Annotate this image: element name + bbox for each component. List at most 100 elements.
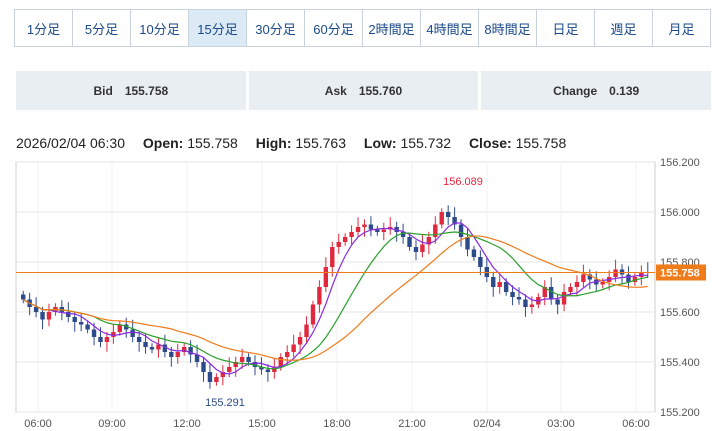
tab-weekly[interactable]: 週足 <box>595 10 653 46</box>
candle-body <box>162 344 168 352</box>
candle-body <box>130 329 135 337</box>
candle-body <box>201 362 206 372</box>
candle-body <box>304 324 309 337</box>
plot-frame <box>15 161 656 413</box>
candle-body <box>111 332 116 337</box>
candle-body <box>220 372 226 377</box>
bid-box: Bid 155.758 <box>16 71 246 110</box>
candle-body <box>188 347 193 355</box>
candle-body <box>91 329 97 337</box>
candle-body <box>349 232 354 237</box>
ma-mid-line <box>22 231 648 370</box>
tab-1min[interactable]: 1分足 <box>15 10 73 46</box>
candle-body <box>78 322 84 325</box>
candle-body <box>181 347 187 352</box>
candle-body <box>452 217 457 225</box>
open-value: 155.758 <box>187 135 238 151</box>
candle-body <box>510 292 515 297</box>
candle-body <box>503 282 509 292</box>
candle-body <box>323 267 329 287</box>
price-chart[interactable]: 156.200156.000155.800155.600155.400155.2… <box>0 152 720 431</box>
candle-body <box>72 317 77 322</box>
candle-body <box>246 357 251 362</box>
candle-body <box>33 307 39 312</box>
candle-body <box>407 237 412 247</box>
candle-body <box>169 352 174 357</box>
candle-body <box>285 352 290 357</box>
candle-body <box>239 357 245 362</box>
change-label: Change <box>553 83 598 98</box>
x-tick-label: 09:00 <box>98 418 126 430</box>
candle-body <box>124 324 129 330</box>
candle-body <box>471 249 477 257</box>
current-price-tag <box>656 264 706 281</box>
low-value: 155.732 <box>400 135 452 151</box>
bid-value: 155.758 <box>124 83 169 98</box>
candle-body <box>355 227 361 232</box>
change-value: 0.139 <box>609 83 640 98</box>
candle-body <box>613 269 618 277</box>
candle-body <box>491 277 496 287</box>
low-label: Low: <box>363 135 397 151</box>
current-price-label: 155.758 <box>660 268 700 280</box>
candle-body <box>207 372 213 382</box>
y-tick-label: 155.200 <box>660 407 700 419</box>
candle-body <box>175 352 180 357</box>
tab-monthly[interactable]: 月足 <box>668 21 695 37</box>
tab-60min[interactable]: 60分足 <box>305 10 363 46</box>
x-tick-label: 06:00 <box>24 418 52 430</box>
candle-body <box>85 324 90 330</box>
candle-body <box>600 282 605 285</box>
x-tick-label: 15:00 <box>248 418 276 430</box>
candle-body <box>568 287 573 292</box>
y-tick-label: 156.000 <box>660 207 700 219</box>
tab-10min[interactable]: 10分足 <box>131 10 189 46</box>
candle-body <box>426 237 432 245</box>
candle-body <box>413 247 419 252</box>
candle-body <box>143 342 148 347</box>
tab-5min[interactable]: 5分足 <box>73 10 131 46</box>
tab-daily[interactable]: 日足 <box>537 10 595 46</box>
candle-body <box>362 224 367 227</box>
ask-label: Ask <box>324 83 347 98</box>
bid-label: Bid <box>93 83 113 98</box>
close-value: 155.758 <box>515 135 567 151</box>
candle-body <box>587 274 593 280</box>
candle-body <box>555 299 560 305</box>
tab-2hour[interactable]: 2時間足 <box>363 10 421 46</box>
candle-body <box>21 294 26 300</box>
candle-body <box>252 362 258 367</box>
candle-body <box>458 224 464 237</box>
candle-body <box>445 212 451 217</box>
ask-value: 155.760 <box>358 83 403 98</box>
candle-body <box>626 274 631 282</box>
candle-body <box>46 312 52 320</box>
candle-body <box>433 224 438 237</box>
candle-body <box>317 287 322 305</box>
ask-box: Ask 155.760 <box>248 71 479 110</box>
candle-body <box>233 362 238 367</box>
tab-30min[interactable]: 30分足 <box>247 10 305 46</box>
open-label: Open: <box>142 135 184 151</box>
y-tick-label: 155.600 <box>660 307 700 319</box>
x-tick-label: 03:00 <box>547 418 575 430</box>
candle-body <box>194 354 200 362</box>
candle-body <box>381 229 386 232</box>
ohlc-datetime: 2026/02/04 06:30 <box>16 135 125 151</box>
ohlc-readout: 2026/02/04 06:30 Open: 155.758 High: 155… <box>16 135 566 151</box>
y-tick-label: 155.400 <box>660 357 700 369</box>
candle-body <box>497 282 502 287</box>
quote-bar: Bid 155.758 Ask 155.760 Change 0.139 <box>16 71 712 110</box>
change-box: Change 0.139 <box>481 71 712 110</box>
candle-body <box>529 304 535 307</box>
low-annotation: 155.291 <box>205 397 245 409</box>
candle-body <box>310 304 316 325</box>
tab-8hour[interactable]: 8時間足 <box>479 10 537 46</box>
candle-body <box>478 257 483 267</box>
candle-body <box>214 377 219 382</box>
candle-body <box>117 324 123 332</box>
tab-15min[interactable]: 15分足 <box>189 10 247 46</box>
candle-body <box>439 212 444 225</box>
tab-4hour[interactable]: 4時間足 <box>421 10 479 46</box>
candle-body <box>259 367 264 370</box>
